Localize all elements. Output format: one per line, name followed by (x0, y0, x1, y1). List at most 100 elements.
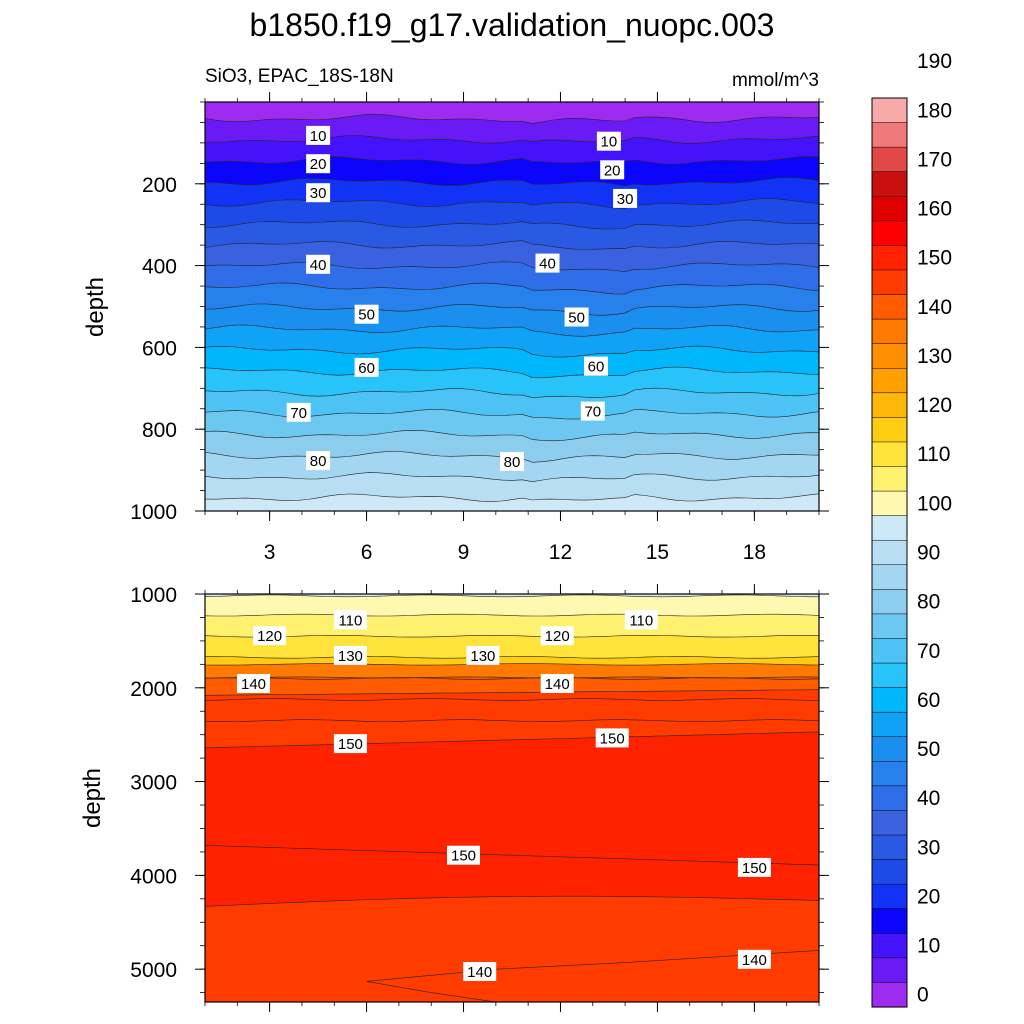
colorbar-box (871, 933, 908, 959)
colorbar-tick-label: 20 (917, 885, 940, 908)
contour-line (205, 845, 819, 866)
bottom-contour-lines (205, 594, 819, 1002)
contour-label: 150 (338, 736, 363, 753)
colorbar-tick-label: 70 (917, 640, 940, 663)
contour-label: 70 (584, 404, 601, 421)
contour-band (205, 472, 819, 502)
contour-label-box (600, 160, 625, 180)
colorbar-tick-label: 90 (917, 542, 940, 565)
colorbar-box (871, 318, 908, 345)
contour-label: 40 (310, 257, 327, 274)
colorbar-box (871, 711, 908, 738)
contour-line (205, 656, 819, 659)
colorbar-box (871, 589, 908, 615)
contour-line (205, 731, 819, 749)
contour-band (205, 156, 819, 186)
x-tick-label: 9 (458, 541, 470, 564)
colorbar-box (871, 761, 908, 787)
contour-line (205, 177, 819, 187)
colorbar-tick-label: 0 (917, 984, 929, 1007)
contour-label: 70 (290, 405, 307, 422)
contour-band (205, 135, 819, 165)
contour-line (205, 366, 819, 379)
contour-label-box (564, 307, 589, 327)
y-tick-label: 600 (142, 337, 177, 360)
contour-label-box (540, 626, 574, 646)
colorbar-tick-label: 150 (917, 247, 952, 270)
contour-line (205, 698, 819, 701)
contour-label-box (333, 734, 367, 754)
contour-band (205, 896, 819, 1002)
contour-label-box (580, 401, 605, 421)
colorbar-tick-label: 140 (917, 296, 952, 319)
contour-label: 50 (358, 307, 375, 324)
contour-label: 30 (310, 185, 327, 202)
contour-label-box (237, 674, 270, 693)
contour-label: 140 (467, 964, 492, 981)
contour-line (205, 719, 819, 722)
contour-label-box (447, 845, 480, 865)
contour-label: 10 (310, 128, 327, 145)
bottom-axis-ticks: 1000 2000 3000 4000 5000 (130, 584, 829, 1012)
contour-line (205, 387, 819, 399)
colorbar-box (871, 957, 908, 983)
contour-band (205, 388, 819, 420)
contour-line (205, 219, 819, 230)
colorbar-tick-label: 130 (917, 345, 952, 368)
contour-label-box (306, 154, 331, 174)
bottom-filled-bands (205, 594, 819, 1002)
contour-label: 60 (588, 359, 605, 376)
y-tick-label: 3000 (130, 772, 177, 795)
colorbar-box (871, 294, 908, 320)
y-tick-label: 4000 (130, 865, 177, 888)
contour-label-box (333, 610, 367, 630)
y-tick-label: 200 (142, 174, 177, 197)
contour-label: 20 (604, 162, 621, 179)
contour-label: 150 (600, 730, 625, 747)
contour-line (205, 324, 819, 337)
contour-line (205, 895, 819, 907)
colorbar-tick-label: 170 (917, 148, 952, 171)
contour-line (205, 493, 819, 502)
y-tick-label: 800 (142, 419, 177, 442)
colorbar-box (871, 466, 908, 492)
colorbar: 0 10 20 30 40 50 60 70 80 90 100 110 120 130 140 150 160… (871, 50, 952, 1008)
y-tick-label: 5000 (130, 959, 177, 982)
contour-label: 60 (358, 360, 375, 377)
contour-band (205, 219, 819, 250)
colorbar-tick-label: 30 (917, 836, 940, 859)
colorbar-box (871, 146, 908, 173)
colorbar-tick-label: 80 (917, 591, 940, 614)
colorbar-tick-label: 50 (917, 738, 940, 761)
contour-line (366, 950, 819, 982)
contour-band (205, 177, 819, 209)
contour-band (205, 430, 819, 463)
contour-label-box (737, 857, 771, 877)
contour-band (205, 240, 819, 272)
contour-label-box (354, 304, 379, 324)
contour-label: 30 (617, 191, 634, 208)
contour-label: 130 (470, 648, 495, 665)
contour-band (205, 676, 819, 696)
contour-label-box (737, 949, 771, 969)
colorbar-box (871, 982, 908, 1008)
contour-line (205, 114, 819, 124)
contour-line (205, 345, 819, 358)
contour-label: 80 (310, 453, 327, 470)
colorbar-box (871, 810, 908, 836)
colorbar-box (871, 515, 908, 541)
colorbar-box (871, 220, 908, 246)
contour-label: 140 (742, 952, 767, 969)
contour-label: 140 (241, 676, 266, 693)
colorbar-box (871, 883, 908, 910)
colorbar-box (871, 908, 908, 934)
contour-label: 150 (742, 860, 767, 877)
contour-label-box (613, 188, 638, 208)
colorbar-box (871, 834, 908, 861)
contour-label-box (333, 645, 367, 665)
contour-line (366, 981, 498, 1002)
contour-line (205, 282, 819, 295)
contour-line (205, 429, 819, 442)
